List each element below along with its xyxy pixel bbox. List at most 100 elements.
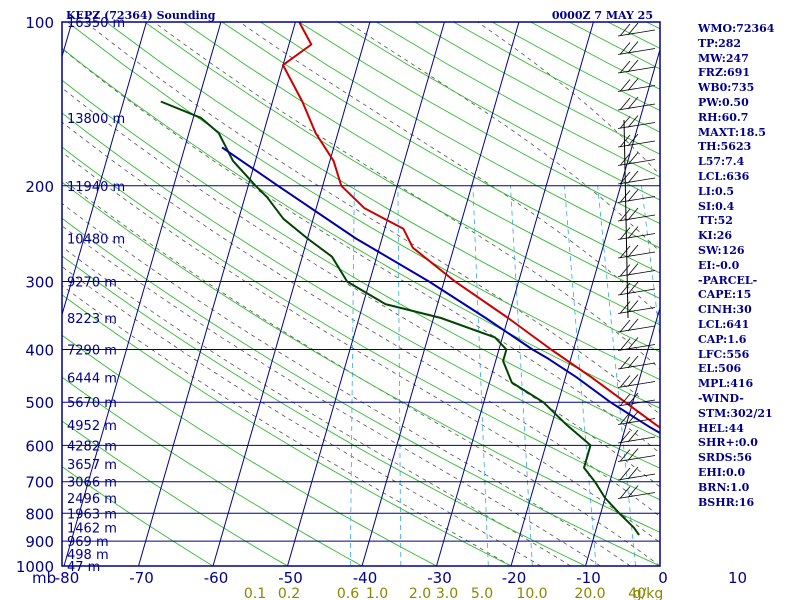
pressure-label: 500 (25, 394, 54, 412)
mixing-ratio-label: 0.1 (244, 586, 266, 600)
dewpoint-line (160, 100, 640, 536)
wind-barb-flag (619, 486, 631, 499)
height-label: 5670 m (67, 396, 117, 411)
wind-barb (617, 196, 656, 203)
wind-barb-flag (627, 170, 639, 184)
wind-barb (617, 159, 656, 166)
wind-barb (617, 455, 656, 462)
index-item: TP:282 (698, 36, 742, 50)
wind-barb-flag (619, 79, 631, 92)
wind-barb-flag (627, 115, 639, 128)
wind-barb-flag (627, 466, 639, 480)
isotherm (361, 22, 520, 566)
wind-barb-flag (627, 133, 639, 147)
isotherm (138, 22, 296, 566)
pressure-label: 900 (25, 533, 54, 551)
mixing-ratio-line (397, 185, 402, 566)
index-item: WB0:735 (698, 81, 755, 95)
dry-adiabat (62, 79, 660, 439)
wind-barb-flag (619, 23, 631, 37)
dry-adiabat (260, 22, 660, 249)
mixing-ratio-line (641, 185, 660, 342)
wind-barb-flag (619, 282, 631, 296)
wind-barb (617, 48, 656, 55)
plot-frame (61, 21, 661, 567)
sounding-indices-panel: WMO:72364 TP:282 MW:247 FRZ:691 WB0:735 PW:0.… (698, 22, 798, 510)
pressure-label: 300 (25, 274, 54, 292)
plot-background (62, 22, 660, 566)
index-item: STM:302/21 (698, 406, 773, 420)
isotherm (510, 47, 660, 566)
wind-barb-flag (619, 245, 631, 259)
profile-lines (160, 22, 660, 536)
mixing-ratio-label: 10.0 (516, 586, 547, 600)
moist-adiabat (62, 266, 542, 566)
temperature-tick-label: -10 (576, 569, 601, 587)
temperature-tick-label: -40 (353, 569, 378, 587)
wind-barb-flag (627, 485, 639, 498)
pressure-label: 400 (25, 342, 54, 360)
dry-adiabat (221, 22, 660, 274)
height-label: 6444 m (67, 371, 117, 386)
height-label: 969 m (67, 535, 109, 550)
dry-adiabat (183, 22, 660, 300)
wind-barb-flag (619, 190, 631, 203)
wind-barb-staff (623, 119, 629, 319)
height-label: 4952 m (67, 419, 117, 434)
index-item: LI:0.5 (698, 184, 735, 198)
index-item: LCL:641 (698, 317, 750, 331)
wind-barb (617, 214, 656, 222)
temperature-tick-label: -70 (129, 569, 154, 587)
pressure-label: 100 (25, 14, 54, 32)
wind-barb-flag (627, 411, 639, 424)
dry-adiabat (62, 420, 288, 566)
wind-barb-flag (627, 281, 639, 295)
wind-barb-flag (627, 355, 639, 369)
wind-barb (617, 362, 656, 370)
wind-barb-flag (627, 226, 639, 239)
index-item: PW:0.50 (698, 95, 749, 109)
wind-barb-flag (627, 429, 639, 443)
mixing-ratio-label: 0.2 (278, 586, 300, 600)
temperature-tick-label: -80 (55, 569, 80, 587)
index-item: BSHR:16 (698, 495, 755, 509)
chart-title: KEPZ (72364) Sounding (66, 9, 216, 22)
y-axis-unit-label: mb (32, 569, 56, 587)
wind-barb (617, 399, 656, 407)
temperature-tick-label: -60 (204, 569, 229, 587)
index-item: CAPE:15 (698, 288, 752, 302)
mixing-ratio-label: 40 (628, 586, 646, 600)
wind-barb (617, 418, 656, 425)
pressure-label: 800 (25, 505, 54, 523)
height-label: 11940 m (67, 180, 125, 195)
height-label: 16350 m (67, 16, 125, 31)
index-item: FRZ:691 (698, 66, 751, 80)
wind-barb-flag (619, 338, 631, 351)
dry-adiabat (62, 146, 660, 501)
wind-barb-flag (627, 207, 639, 221)
wind-barb (617, 381, 656, 388)
temperature-tick-label: -30 (427, 569, 452, 587)
isotherm (436, 22, 594, 566)
mixing-ratio-label: 20.0 (574, 586, 605, 600)
wind-barb (617, 233, 656, 240)
index-item: SHR+:0.0 (698, 436, 758, 450)
temperature-tick-label: 0 (658, 569, 668, 587)
mixing-ratio-line (597, 185, 636, 566)
wind-barb-flag (627, 152, 639, 165)
mixing-ratio-label: 3.0 (436, 586, 458, 600)
wind-barb-flag (619, 116, 631, 129)
wind-barb (617, 85, 656, 92)
mixing-ratio-label: g/kg (633, 586, 664, 600)
wind-barb-flag (627, 374, 639, 387)
wind-barb-flag (619, 356, 631, 370)
dry-adiabat (62, 112, 660, 469)
wind-barb (617, 344, 656, 351)
index-item: -WIND- (698, 391, 744, 405)
mixing-ratio-label: 0.6 (337, 586, 359, 600)
wind-barb-flag (627, 189, 639, 202)
wind-barb-flag (619, 412, 631, 425)
wind-barb-flag (619, 60, 631, 74)
height-label: 9270 m (67, 276, 117, 291)
